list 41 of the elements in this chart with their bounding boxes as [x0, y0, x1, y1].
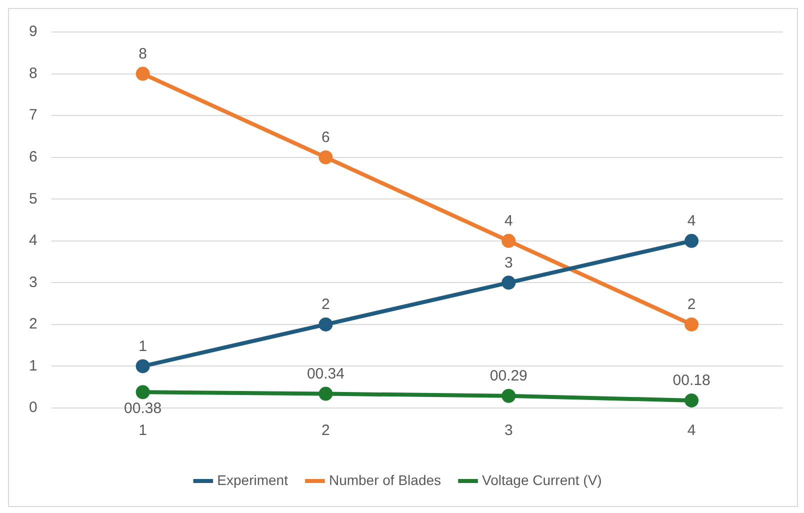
x-tick-label: 3 [504, 422, 513, 440]
y-tick-label: 9 [29, 23, 38, 40]
point [502, 388, 516, 403]
point [684, 393, 699, 408]
data-label: 8 [138, 45, 147, 62]
y-tick-label: 4 [29, 232, 38, 250]
y-tick-label: 5 [29, 190, 38, 208]
data-label: 2 [322, 296, 330, 314]
y-tick-label: 6 [29, 148, 38, 166]
point [136, 66, 150, 81]
point [318, 386, 333, 401]
x-tick-label: 2 [322, 422, 330, 440]
y-tick-label: 7 [29, 106, 38, 124]
data-label: 2 [687, 296, 696, 314]
y-tick-label: 2 [29, 316, 38, 333]
point [318, 317, 333, 332]
data-label: 00.34 [306, 365, 344, 382]
data-label: 4 [687, 212, 696, 230]
legend-label: Voltage Current (V) [482, 472, 602, 488]
legend-label: Experiment [217, 472, 288, 488]
data-label: 00.18 [672, 372, 710, 390]
data-label: 6 [322, 128, 330, 146]
legend-label: Number of Blades [328, 472, 442, 488]
data-label: 3 [504, 254, 513, 272]
point [502, 276, 516, 290]
x-tick-label: 4 [687, 422, 696, 440]
y-tick-label: 8 [29, 64, 38, 82]
point [136, 385, 150, 400]
y-tick-label: 0 [29, 399, 38, 416]
point [136, 359, 150, 374]
y-tick-label: 1 [29, 357, 38, 374]
y-tick-label: 3 [29, 274, 38, 291]
point [502, 234, 516, 248]
point [684, 317, 699, 332]
data-label: 1 [138, 338, 147, 355]
x-tick-label: 1 [138, 422, 147, 440]
data-label: 4 [504, 212, 513, 230]
point [318, 150, 333, 164]
data-label: 00.29 [490, 368, 528, 385]
data-label: 00.38 [124, 400, 162, 417]
point [684, 234, 699, 248]
